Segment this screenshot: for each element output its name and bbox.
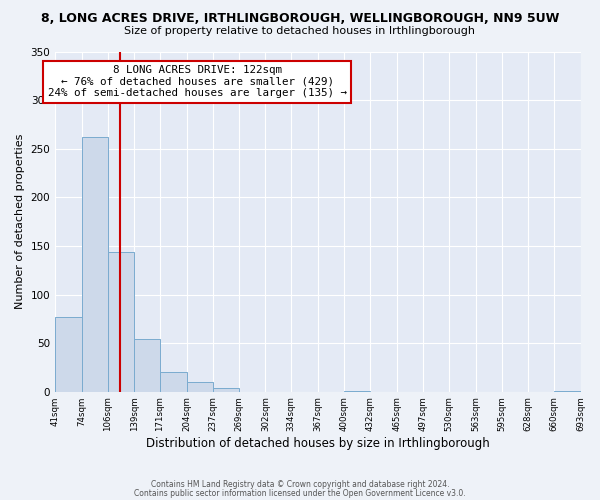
Text: 8, LONG ACRES DRIVE, IRTHLINGBOROUGH, WELLINGBOROUGH, NN9 5UW: 8, LONG ACRES DRIVE, IRTHLINGBOROUGH, WE… [41, 12, 559, 26]
Bar [160, 372, 187, 392]
Bar [107, 252, 134, 392]
Text: 8 LONG ACRES DRIVE: 122sqm
← 76% of detached houses are smaller (429)
24% of sem: 8 LONG ACRES DRIVE: 122sqm ← 76% of deta… [47, 65, 347, 98]
Bar [55, 317, 82, 392]
Text: Contains public sector information licensed under the Open Government Licence v3: Contains public sector information licen… [134, 489, 466, 498]
X-axis label: Distribution of detached houses by size in Irthlingborough: Distribution of detached houses by size … [146, 437, 490, 450]
Bar [213, 388, 239, 392]
Bar [187, 382, 213, 392]
Bar [82, 137, 107, 392]
Text: Size of property relative to detached houses in Irthlingborough: Size of property relative to detached ho… [125, 26, 476, 36]
Text: Contains HM Land Registry data © Crown copyright and database right 2024.: Contains HM Land Registry data © Crown c… [151, 480, 449, 489]
Bar [134, 339, 160, 392]
Bar [344, 390, 370, 392]
Y-axis label: Number of detached properties: Number of detached properties [15, 134, 25, 310]
Bar [554, 390, 581, 392]
